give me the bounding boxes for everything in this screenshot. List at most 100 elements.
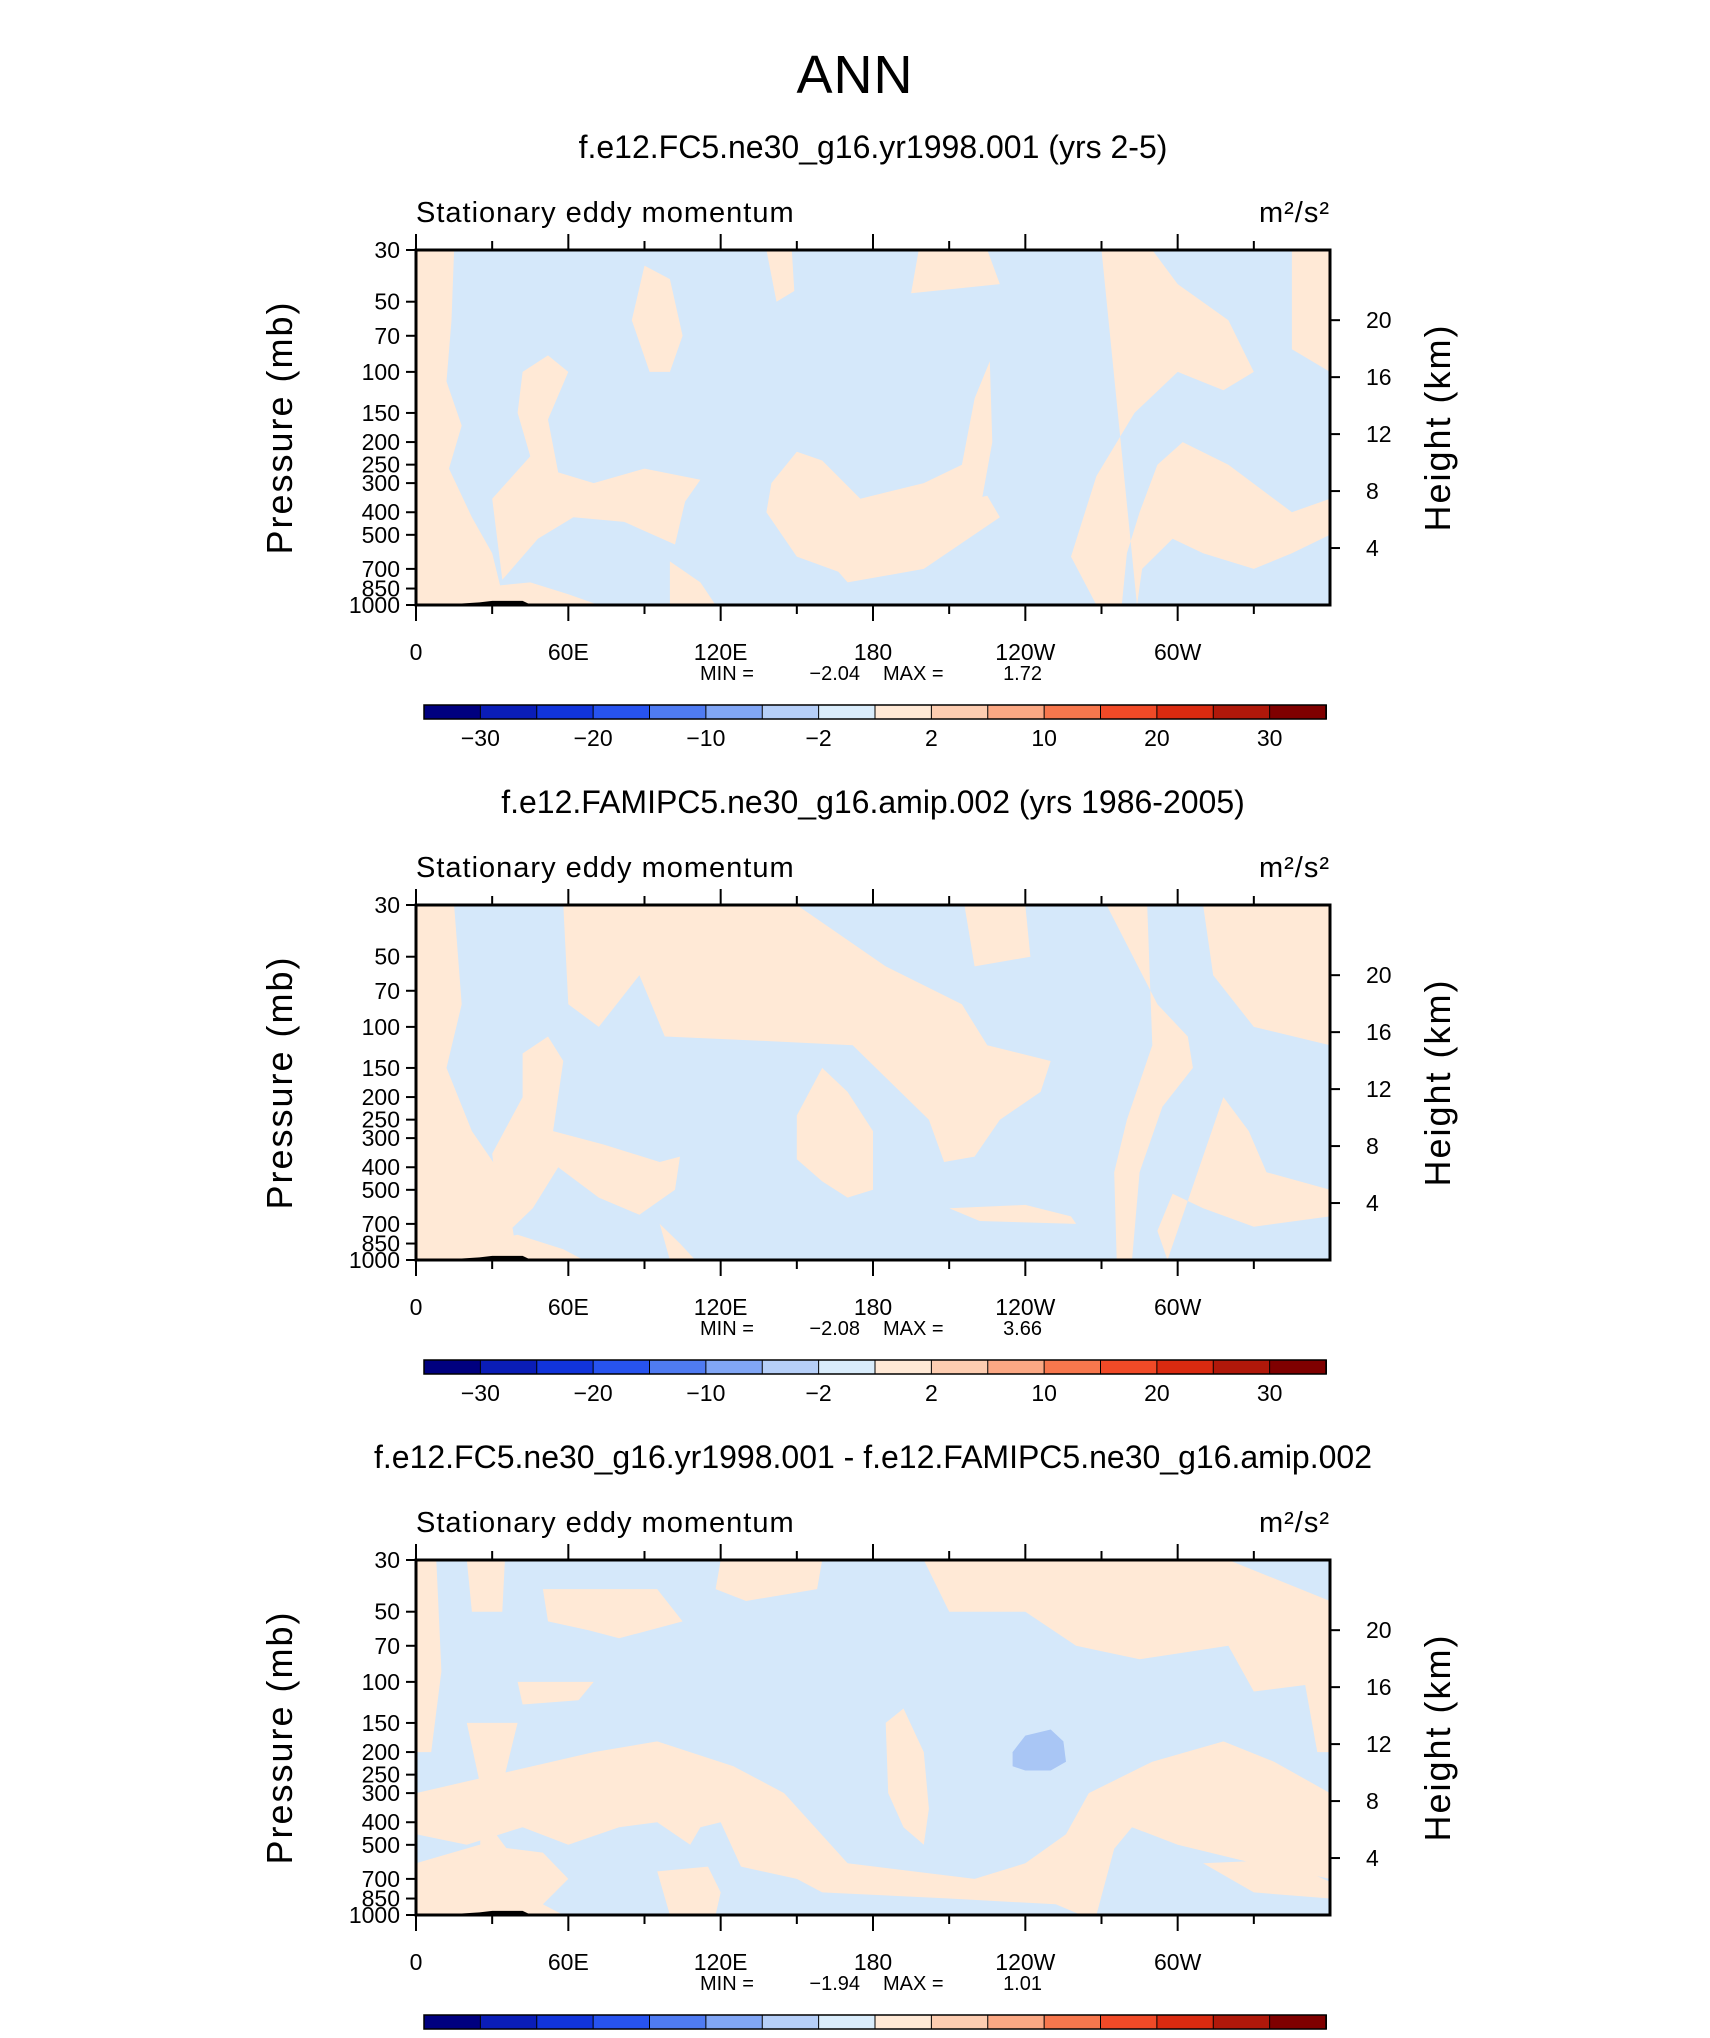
colorbar-swatch [761, 1359, 820, 1375]
contour-regions [416, 905, 1330, 1260]
positive-contour-region [466, 582, 599, 605]
colorbar-swatch [705, 1359, 764, 1375]
contour-regions [416, 250, 1330, 605]
pressure-tick-label: 30 [374, 237, 400, 263]
positive-contour-region [766, 250, 795, 302]
panel-1: f.e12.FC5.ne30_g16.yr1998.001 (yrs 2-5) S… [259, 129, 1458, 751]
colorbar-label: −6 [580, 2035, 606, 2038]
height-axis-label: Height (km) [1417, 1633, 1458, 1841]
max-label: MAX = [883, 1318, 944, 1340]
longitude-tick-label: 120E [694, 639, 748, 665]
colorbar-label: 6 [1150, 2035, 1163, 2038]
pressure-tick-label: 150 [362, 1055, 400, 1081]
colorbar-swatch [987, 1359, 1046, 1375]
colorbar-swatch [536, 1359, 595, 1375]
pressure-tick-label: 500 [362, 1832, 400, 1858]
pressure-tick-label: 250 [362, 1107, 400, 1133]
colorbar-label: −8 [524, 2035, 550, 2038]
max-label: MAX = [883, 1973, 944, 1995]
height-tick-label: 16 [1366, 1674, 1392, 1700]
positive-contour-region [715, 1560, 823, 1601]
variable-label: Stationary eddy momentum [416, 197, 795, 229]
pressure-tick-label: 850 [362, 1231, 400, 1257]
pressure-tick-label: 850 [362, 1886, 400, 1912]
colorbar-label: 30 [1257, 1380, 1283, 1406]
colorbar-label: 2 [925, 725, 938, 751]
units-label: m²/s² [1259, 197, 1330, 229]
positive-contour-region [416, 1560, 442, 1753]
colorbar-swatch [705, 2014, 764, 2030]
colorbar-swatch [649, 704, 707, 720]
colorbar-frame [423, 1359, 1327, 1375]
pressure-tick-label: 300 [362, 470, 400, 496]
height-tick-label: 12 [1366, 1731, 1392, 1757]
height-tick-label: 4 [1366, 1190, 1379, 1216]
pressure-tick-label: 1000 [349, 1247, 400, 1273]
panel-2: f.e12.FAMIPC5.ne30_g16.amip.002 (yrs 198… [259, 784, 1458, 1406]
positive-contour-region [1203, 1859, 1330, 1899]
longitude-tick-label: 60W [1154, 1294, 1202, 1320]
colorbar-swatch [874, 2014, 933, 2030]
pressure-tick-label: 200 [362, 1084, 400, 1110]
pressure-tick-label: 70 [374, 323, 400, 349]
colorbar-swatch [1100, 704, 1158, 720]
positive-contour-region [1071, 250, 1330, 605]
colorbar-swatch [761, 2014, 820, 2030]
positive-contour-region [669, 561, 716, 605]
positive-contour-region [659, 1223, 696, 1260]
pressure-tick-label: 100 [362, 359, 400, 385]
colorbar-swatch [1043, 2014, 1102, 2030]
variable-label: Stationary eddy momentum [416, 1507, 795, 1539]
colorbar-swatch [930, 1359, 989, 1375]
colorbar-label: 8 [1207, 2035, 1220, 2038]
min-label: MIN = [700, 1973, 754, 1995]
colorbar-swatch [987, 704, 1046, 720]
colorbar-label: 2 [925, 1380, 938, 1406]
colorbar-swatch [1212, 1359, 1271, 1375]
positive-contour-region [466, 1560, 505, 1612]
height-tick-label: 8 [1366, 1788, 1379, 1814]
contour-regions [416, 1560, 1330, 1915]
colorbar-label: 3 [1038, 2035, 1051, 2038]
pressure-tick-label: 200 [362, 1739, 400, 1765]
pressure-tick-label: 400 [362, 1809, 400, 1835]
colorbar-swatch [423, 704, 482, 720]
pressure-tick-label: 700 [362, 1866, 400, 1892]
height-axis-label: Height (km) [1417, 323, 1458, 531]
colorbar-swatch [479, 1359, 538, 1375]
positive-contour-region [911, 250, 1000, 294]
colorbar-label: −3 [693, 2035, 719, 2038]
positive-contour-region [631, 265, 683, 372]
positive-contour-region [416, 905, 518, 1260]
height-tick-label: 8 [1366, 478, 1379, 504]
colorbar-swatch [479, 704, 538, 720]
colorbar-swatch [1156, 2014, 1215, 2030]
longitude-tick-label: 60E [548, 1949, 589, 1975]
max-value: 1.01 [1003, 1973, 1042, 1995]
colorbar-swatch [1043, 1359, 1102, 1375]
panel-title: f.e12.FC5.ne30_g16.yr1998.001 (yrs 2-5) [579, 129, 1168, 165]
colorbar-swatch [1269, 704, 1327, 720]
pressure-tick-label: 1000 [349, 1902, 400, 1928]
max-value: 3.66 [1003, 1318, 1042, 1340]
colorbar-swatch [1100, 2014, 1158, 2030]
height-tick-label: 20 [1366, 307, 1392, 333]
colorbar: −10−8−6−4−3−2−1012346810 [423, 2014, 1327, 2038]
colorbar-frame [423, 2014, 1327, 2030]
colorbar-swatch [592, 2014, 651, 2030]
colorbar-swatch [874, 1359, 933, 1375]
colorbar-swatch [874, 704, 933, 720]
colorbar-label: −2 [806, 1380, 832, 1406]
positive-contour-region [923, 1560, 1330, 1692]
positive-contour-region [517, 1681, 594, 1705]
colorbar-label: 0 [869, 2035, 882, 2038]
colorbar-swatch [818, 2014, 876, 2030]
positive-contour-region [822, 495, 1000, 583]
max-label: MAX = [883, 663, 944, 685]
colorbar-label: −1 [806, 2035, 832, 2038]
colorbar-frame [423, 704, 1327, 720]
colorbar: −30 −20 −10 −2 2 10 20 30 [423, 704, 1327, 751]
colorbar-swatch [930, 704, 989, 720]
pressure-tick-label: 70 [374, 1633, 400, 1659]
height-tick-label: 12 [1366, 1076, 1392, 1102]
